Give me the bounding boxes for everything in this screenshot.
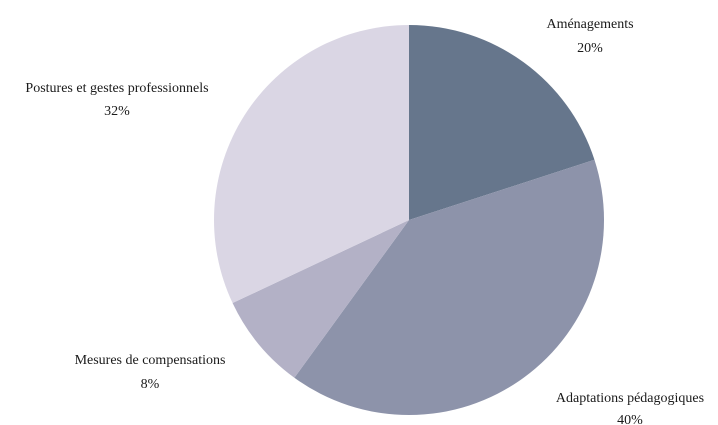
pie-slice-mesures-de-compensations	[232, 220, 409, 378]
slice-label-amenagements: Aménagements	[546, 17, 633, 32]
slice-value-mesures-de-compensations: 8%	[141, 377, 160, 392]
slice-value-adaptations-pedagogiques: 40%	[617, 413, 643, 425]
pie-slices	[213, 25, 605, 416]
pie-slice-adaptations-pedagogiques	[294, 159, 605, 416]
slice-label-postures-et-gestes-professionnels: Postures et gestes professionnels	[25, 81, 208, 96]
slice-label-mesures-de-compensations: Mesures de compensations	[75, 353, 226, 368]
slice-label-adaptations-pedagogiques: Adaptations pédagogiques	[556, 391, 704, 406]
pie-slice-postures-et-gestes-professionnels	[213, 25, 409, 304]
pie-slice-amenagements	[409, 25, 595, 220]
slice-value-amenagements: 20%	[577, 41, 603, 56]
slice-value-postures-et-gestes-professionnels: 32%	[104, 104, 130, 119]
